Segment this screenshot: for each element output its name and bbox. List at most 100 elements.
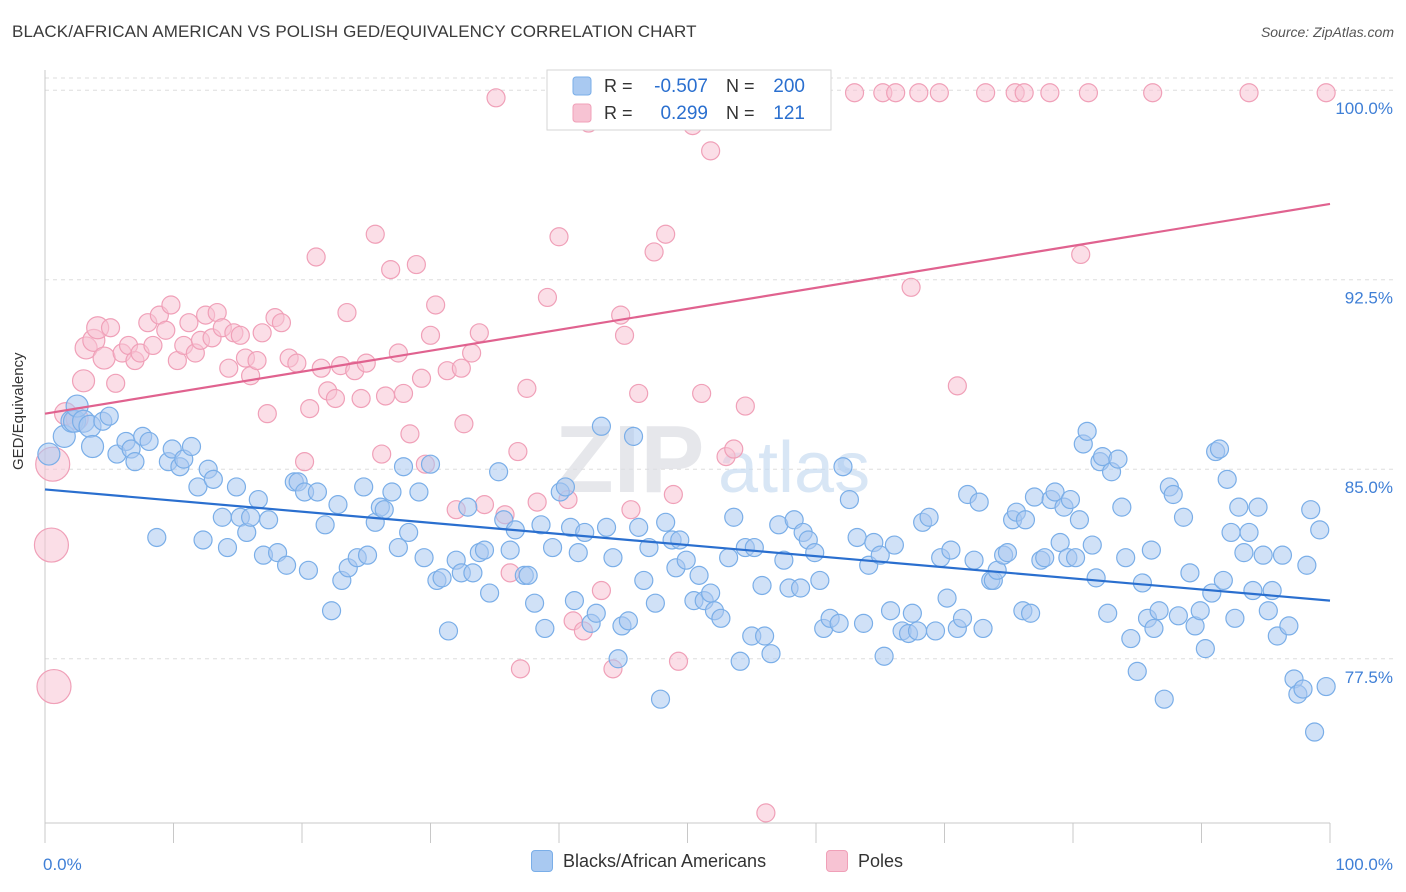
point-poles <box>156 320 176 340</box>
point-blacks <box>458 497 478 517</box>
legend-item-poles[interactable]: Poles <box>826 850 903 872</box>
y-tick-label: 92.5% <box>1345 289 1393 308</box>
point-blacks <box>524 593 545 613</box>
point-blacks <box>474 540 495 560</box>
point-blacks <box>805 543 825 563</box>
point-blacks <box>99 406 119 426</box>
point-blacks <box>1154 689 1174 709</box>
point-blacks <box>1180 563 1200 583</box>
legend-r-value-1: -0.507 <box>654 76 708 97</box>
legend-label-poles: Poles <box>858 850 904 871</box>
point-blacks <box>1069 510 1090 530</box>
point-blacks <box>37 442 61 466</box>
point-poles <box>388 343 408 363</box>
point-blacks <box>1127 661 1147 681</box>
point-blacks <box>997 543 1018 563</box>
point-blacks <box>321 601 342 621</box>
legend-r-label-1: R = <box>604 76 633 96</box>
point-blacks <box>701 583 721 603</box>
point-blacks <box>1168 606 1188 626</box>
point-poles <box>462 343 482 363</box>
point-poles <box>400 424 420 444</box>
source-label: Source: ZipAtlas.com <box>1260 24 1394 40</box>
point-poles <box>406 254 426 275</box>
point-blacks <box>1316 676 1336 697</box>
x-tick-label: 100.0% <box>1335 855 1393 874</box>
point-blacks <box>847 527 867 548</box>
point-blacks <box>880 601 901 621</box>
point-blacks <box>1082 535 1102 555</box>
point-poles <box>287 353 307 373</box>
legend-n-value-2: 121 <box>773 103 805 124</box>
point-blacks <box>964 550 984 570</box>
point-blacks <box>388 537 408 558</box>
trend-line-poles <box>44 202 1331 415</box>
point-poles <box>1071 244 1091 265</box>
point-poles <box>517 378 537 398</box>
point-blacks <box>1225 608 1245 628</box>
point-blacks <box>393 457 414 477</box>
point-blacks <box>774 550 794 570</box>
point-blacks <box>420 454 441 474</box>
point-blacks <box>438 621 459 641</box>
point-poles <box>306 247 326 267</box>
point-blacks <box>730 651 750 671</box>
point-blacks <box>357 545 378 565</box>
legend-swatch <box>826 850 848 872</box>
point-poles <box>337 302 357 323</box>
point-poles <box>36 668 72 705</box>
trend-lines <box>44 202 1331 602</box>
point-blacks <box>500 540 520 560</box>
stats-legend: R = -0.507 N = 200 R = 0.299 N = 121 <box>546 69 832 131</box>
point-blacks <box>298 560 319 580</box>
point-blacks <box>1116 548 1136 568</box>
point-poles <box>510 659 531 679</box>
point-poles <box>1143 83 1163 103</box>
legend-n-label-2: N = <box>726 103 755 123</box>
point-poles <box>537 287 558 308</box>
point-poles <box>92 346 116 370</box>
point-blacks <box>724 507 744 527</box>
point-poles <box>756 803 776 823</box>
point-poles <box>33 527 70 563</box>
point-poles <box>901 277 921 297</box>
point-blacks <box>409 482 429 502</box>
point-blacks <box>307 482 328 502</box>
legend-swatch-poles <box>572 103 592 123</box>
point-blacks <box>711 608 731 628</box>
point-poles <box>143 335 163 356</box>
point-poles <box>247 350 267 371</box>
point-blacks <box>1121 628 1141 649</box>
point-blacks <box>833 457 853 477</box>
point-poles <box>474 495 495 515</box>
point-blacks <box>1065 548 1086 568</box>
point-blacks <box>670 530 690 550</box>
point-blacks <box>656 512 676 532</box>
point-blacks <box>752 575 772 596</box>
point-blacks <box>1217 469 1237 489</box>
point-poles <box>909 83 929 103</box>
point-poles <box>1040 83 1060 103</box>
point-poles <box>644 242 664 262</box>
point-poles <box>591 580 612 601</box>
point-poles <box>614 325 635 345</box>
point-blacks <box>952 608 973 628</box>
point-poles <box>724 439 744 459</box>
point-poles <box>71 369 96 393</box>
point-poles <box>106 373 126 393</box>
y-tick-label: 85.0% <box>1345 478 1393 497</box>
point-poles <box>451 358 471 378</box>
point-blacks <box>1035 548 1055 568</box>
point-blacks <box>1190 601 1210 621</box>
point-blacks <box>241 507 261 527</box>
point-blacks <box>1239 522 1259 543</box>
point-blacks <box>1060 489 1081 510</box>
point-blacks <box>761 644 781 664</box>
point-poles <box>844 83 865 103</box>
chart-title: BLACK/AFRICAN AMERICAN VS POLISH GED/EQU… <box>12 22 697 41</box>
legend-item-blacks[interactable]: Blacks/African Americans <box>531 850 766 872</box>
point-blacks <box>884 535 904 555</box>
point-blacks <box>937 588 957 608</box>
point-poles <box>179 313 199 333</box>
point-blacks <box>463 563 483 583</box>
